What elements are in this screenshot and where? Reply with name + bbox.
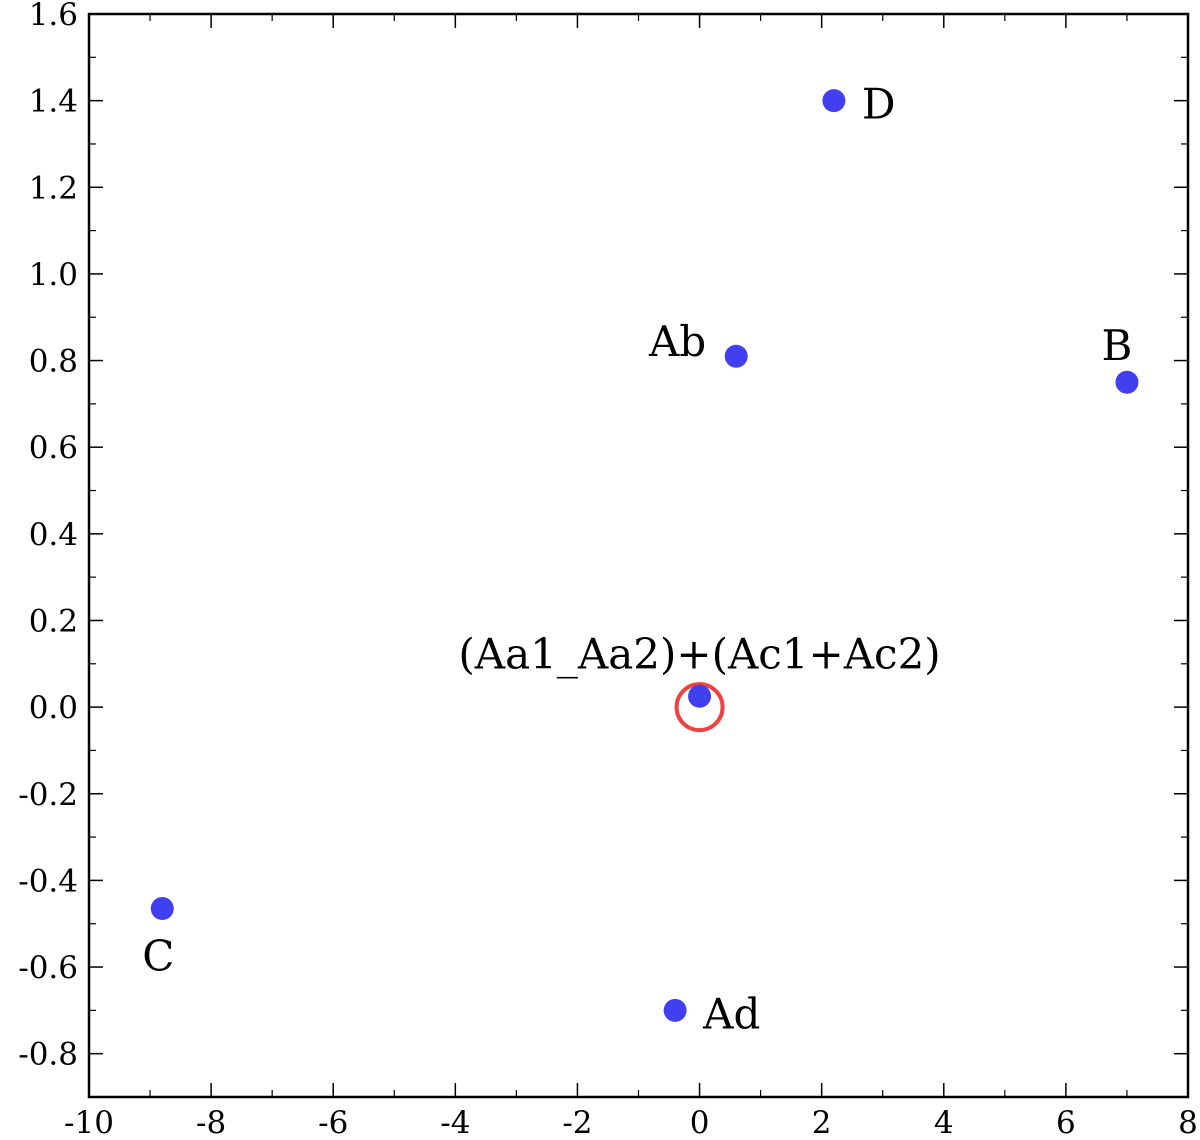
x-tick-label: -10 — [64, 1105, 114, 1140]
y-tick-label: -0.2 — [18, 777, 78, 813]
y-tick-label: 1.0 — [29, 257, 78, 293]
x-tick-label: 8 — [1178, 1105, 1198, 1140]
y-tick-label: 0.4 — [29, 517, 78, 553]
axis-ticks — [89, 14, 1188, 1098]
point-label: (Aa1_Aa2)+(Ac1+Ac2) — [458, 629, 940, 678]
y-tick-label: 1.2 — [29, 170, 78, 206]
data-points — [150, 89, 1139, 1022]
origin-marker-group — [674, 682, 725, 733]
y-tick-label: 0.2 — [29, 603, 78, 639]
y-tick-label: 0.8 — [29, 344, 78, 380]
x-tick-label: 6 — [1056, 1105, 1076, 1140]
point-label: B — [1102, 321, 1133, 370]
x-tick-label: -4 — [440, 1105, 470, 1140]
x-tick-label: 4 — [934, 1105, 954, 1140]
y-tick-label: 0.0 — [29, 690, 78, 726]
point-label: Ad — [702, 989, 760, 1038]
x-tick-label: 2 — [812, 1105, 832, 1140]
x-tick-label: 0 — [690, 1105, 710, 1140]
axis-tick-labels: -10 -8 -6 -4 -2 0 2 4 6 8 -0.8 -0.6 -0.4 -0.2 0.0 0.2 0.… — [18, 0, 1198, 1140]
y-tick-label: -0.6 — [18, 950, 78, 986]
plot-frame — [87, 12, 1190, 1099]
y-tick-label: 1.6 — [29, 0, 78, 33]
data-point — [688, 684, 712, 708]
data-point — [663, 998, 687, 1022]
y-tick-label: 0.6 — [29, 430, 78, 466]
y-tick-label: -0.4 — [18, 863, 78, 899]
data-point — [150, 897, 174, 921]
point-labels: (Aa1_Aa2)+(Ac1+Ac2) Ab B C D Ad — [142, 80, 1132, 1039]
point-label: Ab — [648, 317, 706, 366]
point-label: D — [862, 80, 896, 129]
y-tick-label: 1.4 — [29, 84, 78, 120]
data-point — [1115, 370, 1139, 394]
x-tick-label: -6 — [318, 1105, 348, 1140]
y-tick-label: -0.8 — [18, 1037, 78, 1073]
point-label: C — [142, 932, 174, 981]
x-tick-label: -2 — [562, 1105, 592, 1140]
data-point — [822, 89, 846, 113]
data-point — [724, 344, 748, 368]
x-tick-label: -8 — [196, 1105, 226, 1140]
origin-ring-marker — [674, 682, 725, 733]
